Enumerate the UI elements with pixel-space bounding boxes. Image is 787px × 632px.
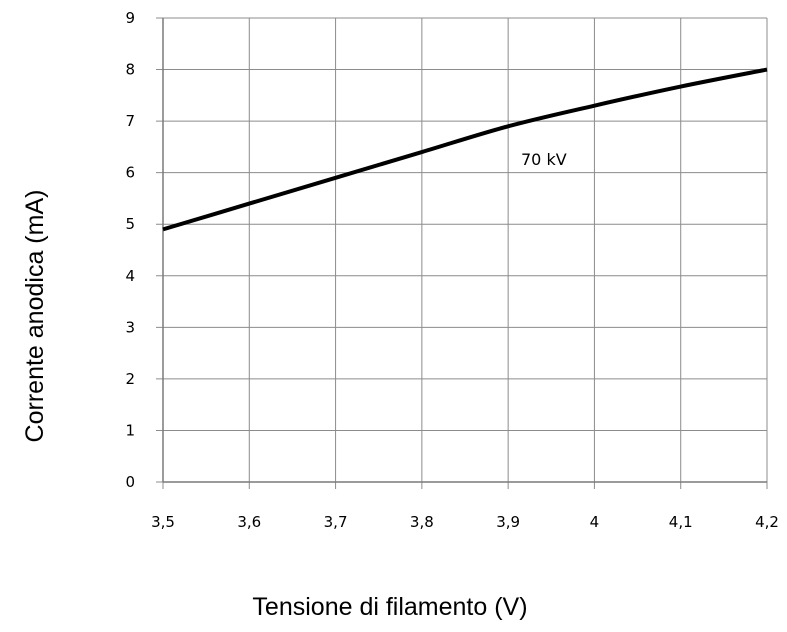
x-tick-label: 3,5 [151,513,175,531]
y-tick-label: 8 [125,61,135,79]
x-tick-label: 3,8 [410,513,434,531]
y-tick-labels: 0 1 2 3 4 5 6 7 8 9 [125,9,135,491]
series-line [162,67,768,232]
y-tick-label: 4 [125,267,135,285]
y-tick-label: 6 [125,164,135,182]
y-tick-label: 9 [125,9,135,27]
grid [156,17,768,489]
x-tick-label: 3,9 [496,513,520,531]
y-tick-label: 0 [125,473,135,491]
y-tick-label: 3 [125,318,135,336]
x-tick-label: 4,2 [755,513,779,531]
x-tick-labels: 3,5 3,6 3,7 3,8 3,9 4 4,1 4,2 [151,513,779,531]
series-label: 70 kV [521,150,567,169]
x-tick-label: 4,1 [669,513,693,531]
x-tick-label: 3,6 [237,513,261,531]
y-tick-label: 2 [125,370,135,388]
y-tick-label: 1 [125,421,135,439]
y-tick-label: 7 [125,112,135,130]
x-tick-label: 4 [590,513,600,531]
y-tick-label: 5 [125,215,135,233]
y-axis-title: Corrente anodica (mA) [21,190,49,443]
x-axis-title: Tensione di filamento (V) [252,593,527,621]
series-layer: 70 kV [162,67,768,232]
x-tick-label: 3,7 [324,513,348,531]
